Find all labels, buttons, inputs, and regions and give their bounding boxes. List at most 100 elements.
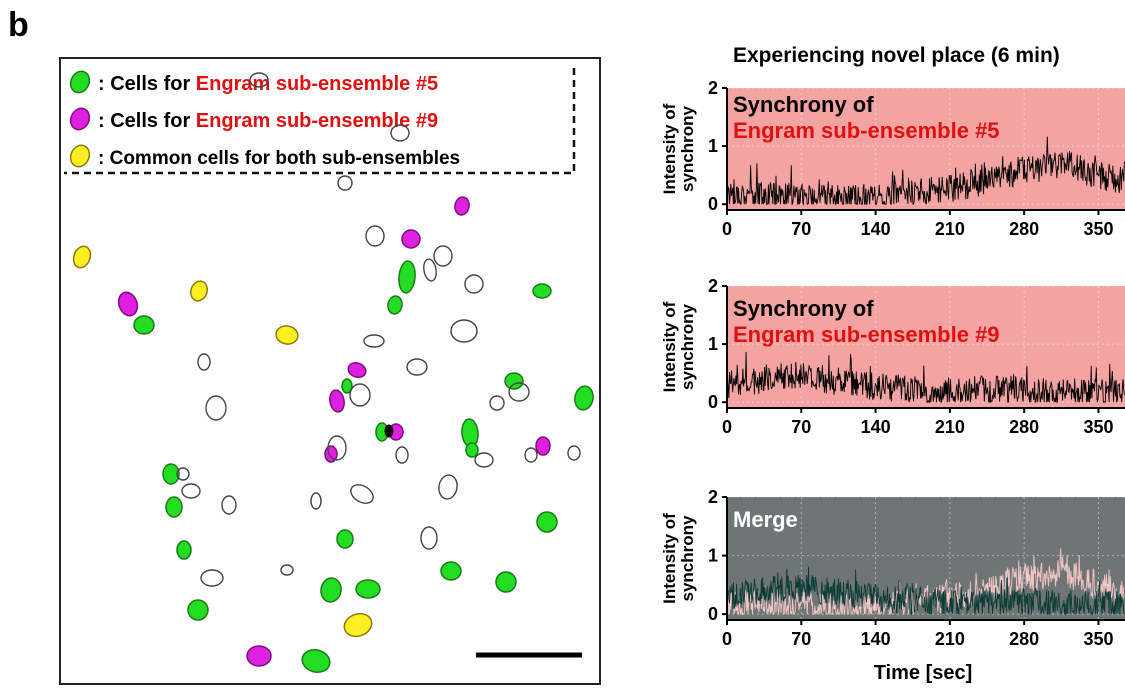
legend-item-common-cells: : Common cells for both sub-ensembles <box>69 144 460 169</box>
x-tick-label: 140 <box>861 417 891 437</box>
cell-outline <box>438 474 458 500</box>
cell-yellow <box>343 612 373 638</box>
x-tick-label: 70 <box>791 417 811 437</box>
cell-outline <box>221 495 237 515</box>
cell-green <box>536 511 558 533</box>
legend-prefix: : Common cells for both sub-ensembles <box>98 148 460 169</box>
cell-green <box>495 571 517 593</box>
cell-magenta <box>535 436 551 456</box>
x-tick-label: 350 <box>1083 629 1113 649</box>
cell-outline <box>350 484 374 504</box>
legend-prefix: : Cells for <box>98 110 196 132</box>
series-trace <box>726 566 1125 616</box>
panel-annotation: Synchrony of <box>733 296 874 321</box>
legend-dashed-border <box>64 68 576 175</box>
x-tick-label: 210 <box>935 629 965 649</box>
cell-outline <box>474 452 494 468</box>
panel-annotation: Merge <box>733 507 798 532</box>
x-tick-label: 210 <box>935 219 965 239</box>
cell-outline <box>337 175 353 191</box>
trace-panel-2: 0 70 140 210 280 350 0 1 2 Intensity ofsynchrony S… <box>660 276 1125 437</box>
cell-green <box>398 260 416 294</box>
x-axis-label: Time [sec] <box>874 662 973 684</box>
legend-highlight: Engram sub-ensemble #9 <box>196 110 438 132</box>
cell-green <box>341 378 353 394</box>
cell-green <box>574 385 594 411</box>
y-tick-label: 2 <box>708 487 718 507</box>
x-tick-label: 70 <box>791 219 811 239</box>
cell-outline <box>433 245 453 267</box>
y-tick-label: 2 <box>708 78 718 98</box>
x-tick-label: 280 <box>1009 629 1039 649</box>
cell-outline <box>197 353 211 371</box>
y-axis-label: Intensity ofsynchrony <box>660 513 697 604</box>
trace-panel-1: 0 70 140 210 280 350 0 1 2 Intensity ofsynchrony S… <box>660 78 1125 239</box>
x-tick-label: 0 <box>722 629 732 649</box>
svg-text:: Common cells for both sub-en: : Common cells for both sub-ensembles <box>98 148 460 169</box>
series-trace <box>726 548 1125 616</box>
legend-prefix: : Cells for <box>98 73 196 95</box>
panel-letter: b <box>8 6 29 44</box>
y-axis-label: Intensity ofsynchrony <box>660 103 697 194</box>
panel-annotation: Synchrony of <box>733 92 874 117</box>
cell-green <box>440 561 462 581</box>
cell-green <box>176 540 192 560</box>
x-tick-label: 70 <box>791 629 811 649</box>
x-tick-label: 350 <box>1083 219 1113 239</box>
cell-magenta <box>246 645 272 667</box>
cell-outline <box>363 334 385 348</box>
cell-green <box>532 283 552 299</box>
cell-green <box>162 463 180 485</box>
cell-green <box>187 599 209 621</box>
cell-green <box>165 496 183 518</box>
y-tick-label: 0 <box>708 392 718 412</box>
cell-yellow <box>189 280 209 302</box>
cell-outline <box>310 492 322 510</box>
series-trace <box>726 351 1125 404</box>
cell-outline <box>524 447 538 463</box>
y-axis-label: Intensity ofsynchrony <box>660 301 697 392</box>
y-tick-label: 1 <box>708 546 718 566</box>
legend-swatch-green <box>69 70 91 94</box>
cell-magenta <box>401 229 421 249</box>
panel-annotation: Engram sub-ensemble #9 <box>733 322 1000 347</box>
cell-outline <box>349 383 371 407</box>
x-tick-label: 0 <box>722 219 732 239</box>
cell-outline <box>327 435 347 461</box>
svg-text:: Cells for Engram sub-ensembl: : Cells for Engram sub-ensemble #5 <box>98 73 438 95</box>
cell-outline <box>464 274 484 294</box>
cell-magenta <box>454 196 470 216</box>
cell-outline <box>181 483 201 499</box>
cell-outline <box>395 446 409 464</box>
cell-green <box>387 295 403 315</box>
cell-magenta <box>347 361 367 379</box>
cell-green <box>133 315 155 335</box>
cell-outline <box>176 467 190 481</box>
x-tick-label: 280 <box>1009 219 1039 239</box>
cells-layer <box>72 72 594 673</box>
cell-green <box>355 579 381 599</box>
legend-swatch-yellow <box>69 144 91 168</box>
cell-outline <box>423 258 437 282</box>
figure-title: Experiencing novel place (6 min) <box>733 44 1060 67</box>
x-tick-label: 350 <box>1083 417 1113 437</box>
x-tick-label: 140 <box>861 219 891 239</box>
y-tick-label: 1 <box>708 136 718 156</box>
cell-outline <box>249 72 269 88</box>
cell-outline <box>406 358 428 376</box>
cell-outline <box>200 569 224 587</box>
cell-outline <box>450 319 478 343</box>
legend: : Cells for Engram sub-ensemble #5 : Cel… <box>69 70 460 169</box>
cell-green <box>336 529 354 549</box>
legend-item-sub-ensemble-9: : Cells for Engram sub-ensemble #9 <box>69 107 438 132</box>
cell-outline <box>567 445 581 461</box>
cell-green <box>465 442 479 458</box>
cell-yellow <box>275 325 299 345</box>
y-tick-label: 2 <box>708 276 718 296</box>
cell-yellow <box>72 245 92 269</box>
cell-outline <box>489 395 505 411</box>
x-tick-label: 280 <box>1009 417 1039 437</box>
cell-outline <box>508 382 530 402</box>
